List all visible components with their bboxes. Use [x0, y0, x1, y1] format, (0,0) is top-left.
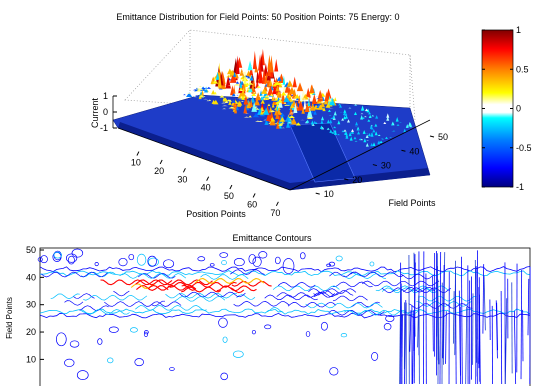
contour-ylabel: Field Points — [5, 297, 14, 339]
x-tick-mark — [253, 193, 255, 197]
contour-title: Emittance Contours — [232, 233, 312, 243]
surface-peak — [207, 87, 211, 89]
y-tick-label: 50 — [438, 132, 448, 142]
x-tick-mark — [137, 152, 139, 156]
y-tick-label: 10 — [324, 189, 334, 199]
colorbar-tick-label: -0.5 — [516, 143, 532, 153]
surface-peak — [297, 82, 303, 91]
surface-peak — [240, 69, 244, 76]
surface-peak — [234, 84, 240, 86]
colorbar — [482, 30, 513, 187]
x-tick-mark — [207, 177, 209, 181]
z-tick-label: 1 — [103, 91, 108, 101]
contour-y-tick-label: 40 — [26, 272, 36, 282]
z-tick-label: -1 — [100, 123, 108, 133]
surface-peak — [183, 94, 186, 95]
x-tick-label: 40 — [201, 183, 211, 193]
surface-peak — [186, 92, 192, 97]
contour-y-tick-label: 20 — [26, 327, 36, 337]
contour-y-tick-label: 50 — [26, 245, 36, 255]
surface-ylabel: Field Points — [388, 198, 436, 208]
x-tick-label: 50 — [224, 191, 234, 201]
x-tick-label: 30 — [177, 174, 187, 184]
surface-peak — [310, 95, 317, 96]
z-tick-label: 0 — [103, 107, 108, 117]
surface-peak — [293, 77, 297, 88]
x-tick-label: 70 — [270, 208, 280, 218]
colorbar-tick-label: 0 — [516, 104, 521, 114]
x-tick-mark — [183, 168, 185, 172]
surface-peak — [248, 61, 253, 71]
colorbar-tick-label: 0.5 — [516, 64, 529, 74]
contour-y-tick-label: 10 — [26, 354, 36, 364]
y-tick-label: 40 — [409, 146, 419, 156]
surface-peak — [199, 86, 202, 87]
x-tick-mark — [230, 185, 232, 189]
surface-peak — [186, 93, 191, 94]
y-tick-mark — [430, 136, 434, 137]
contour-line — [501, 291, 502, 384]
surface-xlabel: Position Points — [186, 209, 246, 219]
y-tick-label: 30 — [381, 161, 391, 171]
colorbar-tick-label: 1 — [516, 25, 521, 35]
y-tick-mark — [316, 193, 320, 194]
surface-peak — [274, 59, 278, 72]
x-tick-mark — [276, 202, 278, 206]
x-tick-label: 60 — [247, 199, 257, 209]
contour-y-axis: Field Points 10 20 30 40 50 — [5, 245, 44, 364]
x-tick-label: 10 — [131, 158, 141, 168]
y-tick-label: 20 — [352, 175, 362, 185]
surface-peak — [256, 89, 259, 90]
surface-peak — [253, 51, 257, 69]
contour-y-tick-label: 30 — [26, 300, 36, 310]
x-tick-label: 20 — [154, 166, 164, 176]
surface-z-axis: 1 0 -1 Current — [90, 91, 117, 133]
x-tick-mark — [160, 160, 162, 164]
colorbar-tick-label: -1 — [516, 182, 524, 192]
surface-peak — [334, 97, 337, 101]
surface-zlabel: Current — [90, 97, 100, 128]
surface-title: Emittance Distribution for Field Points:… — [116, 12, 399, 22]
